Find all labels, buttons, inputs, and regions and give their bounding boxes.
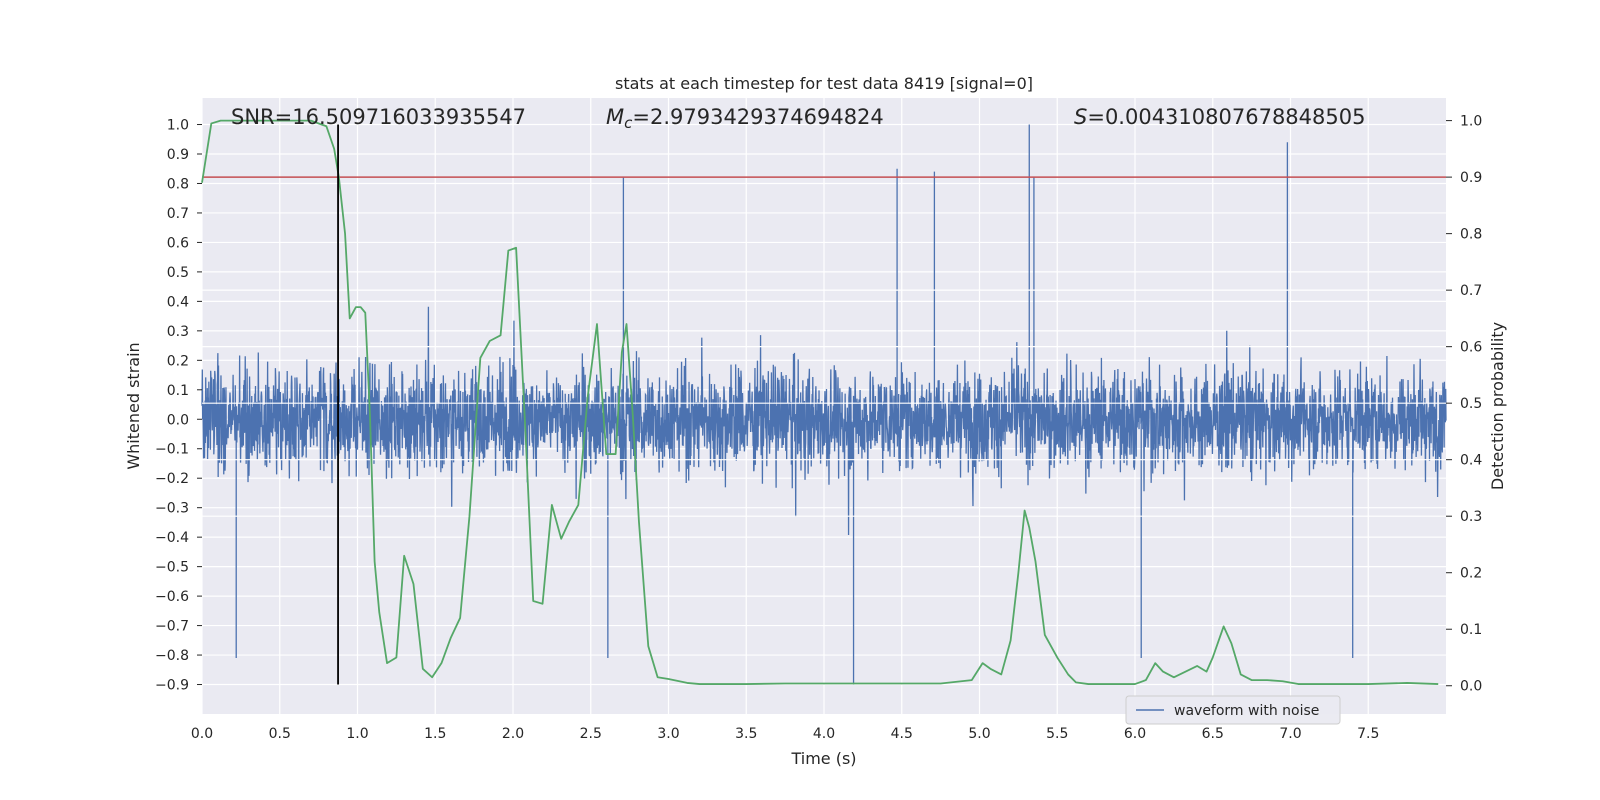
y-right-tick-label: 0.8 [1460,227,1482,243]
x-tick-label: 6.0 [1124,726,1146,742]
y-left-tick-label: 0.9 [167,147,189,163]
legend: waveform with noise [1125,695,1341,725]
x-tick-label: 5.5 [1046,726,1068,742]
x-tick-label: 4.5 [891,726,913,742]
chirp-mass-symbol: M [606,105,624,129]
y-left-axis-ticks: 1.0 0.9 0.8 0.7 0.6 0.5 0.4 0.3 0.2 0.1 0.0 −0.1 −0.… [155,118,202,694]
y-right-tick-label: 0.3 [1460,509,1482,525]
y-left-tick-label: −0.9 [155,678,189,694]
chart-title: stats at each timestep for test data 841… [615,74,1033,93]
y-right-tick-label: 0.9 [1460,170,1482,186]
s-value: =0.004310807678848505 [1087,105,1365,129]
y-left-tick-label: 0.5 [167,265,189,281]
y-right-tick-label: 0.7 [1460,283,1482,299]
y-right-tick-label: 0.1 [1460,622,1482,638]
y-right-tick-label: 1.0 [1460,114,1482,130]
y-left-tick-label: −0.4 [155,530,189,546]
y-right-tick-label: 0.5 [1460,396,1482,412]
y-left-tick-label: −0.7 [155,619,189,635]
y-left-tick-label: 0.0 [167,412,189,428]
y-left-tick-label: −0.2 [155,471,189,487]
x-tick-label: 1.0 [346,726,368,742]
y-left-axis-label: Whitened strain [124,342,143,469]
y-right-tick-label: 0.6 [1460,340,1482,356]
legend-label-waveform: waveform with noise [1174,703,1319,719]
x-tick-label: 6.5 [1202,726,1224,742]
y-left-tick-label: −0.5 [155,560,189,576]
y-left-tick-label: 0.3 [167,324,189,340]
y-left-tick-label: −0.8 [155,648,189,664]
y-right-axis-ticks: 1.0 0.9 0.8 0.7 0.6 0.5 0.4 0.3 0.2 0.1 0.0 [1446,114,1482,695]
y-left-tick-label: −0.1 [155,442,189,458]
x-tick-label: 7.5 [1357,726,1379,742]
y-left-tick-label: −0.6 [155,589,189,605]
x-tick-label: 2.0 [502,726,524,742]
y-right-tick-label: 0.4 [1460,453,1482,469]
x-tick-label: 5.0 [968,726,990,742]
s-symbol: S [1074,105,1087,129]
y-left-tick-label: 1.0 [167,118,189,134]
x-tick-label: 1.5 [424,726,446,742]
y-left-tick-label: 0.6 [167,235,189,251]
chirp-mass-subscript: c [624,114,633,132]
x-tick-label: 7.0 [1279,726,1301,742]
y-left-tick-label: 0.8 [167,176,189,192]
chirp-mass-annotation: Mc=2.9793429374694824 [606,105,884,132]
x-tick-label: 3.5 [735,726,757,742]
y-left-tick-label: −0.3 [155,501,189,517]
x-tick-label: 0.5 [269,726,291,742]
s-annotation: S=0.004310807678848505 [1074,105,1365,129]
overlay-lines [201,119,1446,685]
y-right-axis-label: Detection probability [1488,322,1507,490]
detection-probability-line [201,119,1439,685]
x-tick-label: 3.0 [657,726,679,742]
waveform-line [201,124,1447,685]
x-tick-label: 2.5 [580,726,602,742]
x-tick-label: 4.0 [813,726,835,742]
y-left-tick-label: 0.2 [167,353,189,369]
y-left-tick-label: 0.7 [167,206,189,222]
y-left-tick-label: 0.1 [167,383,189,399]
y-left-tick-label: 0.4 [167,294,189,310]
x-axis-label: Time (s) [790,749,856,768]
chirp-mass-value: =2.9793429374694824 [632,105,883,129]
snr-annotation: SNR=16.509716033935547 [231,105,526,129]
x-axis-ticks: 0.0 0.5 1.0 1.5 2.0 2.5 3.0 3.5 4.0 4.5 5.0 5.5 6.0 6… [191,726,1380,742]
y-right-tick-label: 0.2 [1460,566,1482,582]
x-tick-label: 0.0 [191,726,213,742]
y-right-tick-label: 0.0 [1460,679,1482,695]
waveform-series [201,124,1447,685]
legend-box [1125,695,1341,725]
